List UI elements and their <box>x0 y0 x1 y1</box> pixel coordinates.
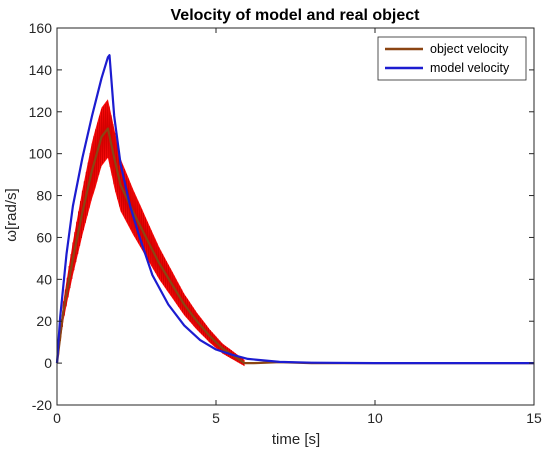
x-tick-label: 5 <box>212 410 220 426</box>
y-tick-label: -20 <box>32 397 52 413</box>
y-tick-label: 100 <box>29 146 53 162</box>
model-velocity-line <box>55 54 534 365</box>
x-axis-label: time [s] <box>272 431 320 448</box>
y-tick-label: 160 <box>29 20 53 36</box>
axis-ticks <box>56 27 535 406</box>
y-tick-label: 20 <box>36 313 52 329</box>
legend-label-model-velocity: model velocity <box>430 61 510 75</box>
y-tick-label: 60 <box>36 229 52 245</box>
legend: object velocity model velocity <box>377 36 527 81</box>
y-tick-label: 0 <box>44 355 52 371</box>
series-lines <box>55 54 534 365</box>
y-tick-label: 40 <box>36 271 52 287</box>
y-axis-label: ω[rad/s] <box>3 188 20 241</box>
object-velocity-line <box>55 127 534 365</box>
x-tick-label: 15 <box>526 410 542 426</box>
axes-box <box>56 27 535 406</box>
y-tick-label: 80 <box>36 188 52 204</box>
x-tick-label: 10 <box>367 410 383 426</box>
legend-box <box>377 36 527 81</box>
y-tick-label: 120 <box>29 104 53 120</box>
y-tick-label: 140 <box>29 62 53 78</box>
chart-title: Velocity of model and real object <box>171 7 421 24</box>
x-tick-label: 0 <box>53 410 61 426</box>
legend-label-object-velocity: object velocity <box>430 42 509 56</box>
